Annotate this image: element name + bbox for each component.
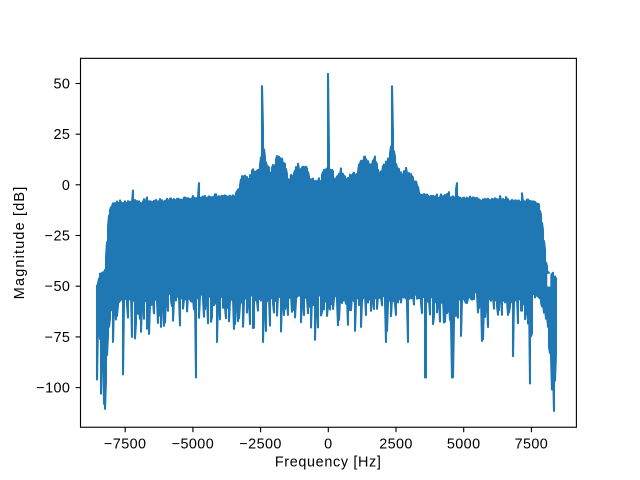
svg-text:5000: 5000 [447,436,481,452]
svg-text:Magnitude [dB]: Magnitude [dB] [12,186,28,300]
svg-text:−50: −50 [45,279,71,295]
svg-text:25: 25 [53,127,70,143]
svg-text:−100: −100 [36,381,70,397]
svg-text:2500: 2500 [379,436,413,452]
svg-text:−25: −25 [45,229,71,245]
svg-text:7500: 7500 [515,436,549,452]
svg-text:50: 50 [53,76,70,92]
svg-text:−7500: −7500 [104,436,146,452]
svg-text:−75: −75 [45,330,71,346]
svg-text:−5000: −5000 [172,436,214,452]
svg-text:0: 0 [324,436,332,452]
svg-text:Frequency [Hz]: Frequency [Hz] [275,455,382,471]
svg-text:−2500: −2500 [239,436,281,452]
svg-text:0: 0 [62,178,70,194]
